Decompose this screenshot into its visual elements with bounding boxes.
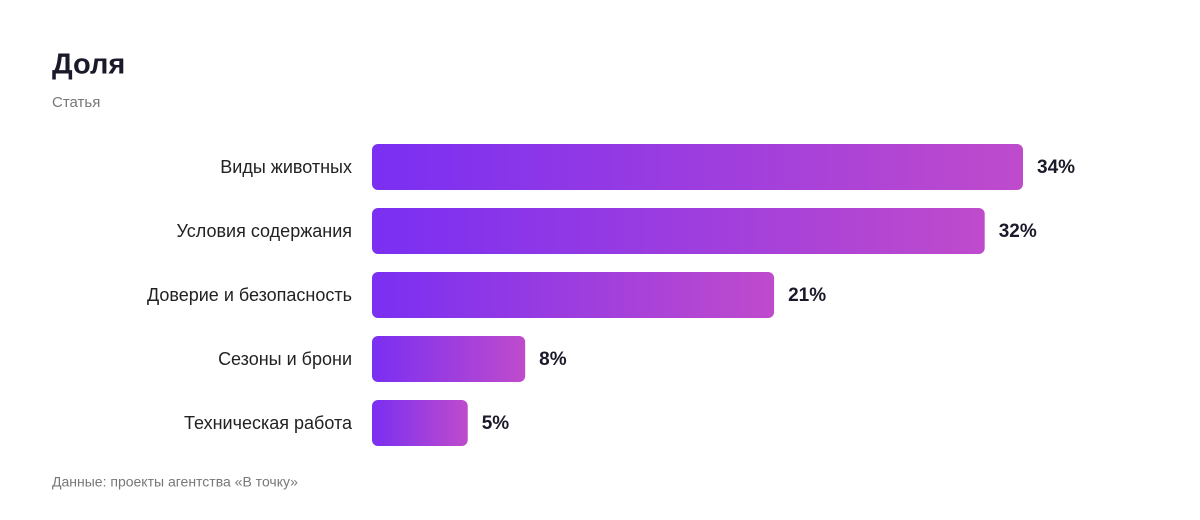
value-label: 21%: [788, 285, 826, 306]
value-label: 5%: [482, 413, 510, 434]
category-label: Условия содержания: [177, 221, 352, 241]
category-label: Виды животных: [220, 157, 352, 177]
value-label: 34%: [1037, 157, 1075, 178]
bar: [372, 400, 468, 446]
chart-title: Доля: [52, 49, 125, 81]
bar: [372, 208, 985, 254]
bar: [372, 144, 1023, 190]
value-label: 32%: [999, 221, 1037, 242]
chart-subtitle: Статья: [52, 94, 100, 111]
bar: [372, 272, 775, 318]
bar: [372, 336, 526, 382]
category-label: Доверие и безопасность: [147, 285, 352, 305]
category-label: Техническая работа: [184, 413, 353, 433]
category-label: Сезоны и брони: [218, 349, 352, 369]
value-label: 8%: [539, 349, 567, 370]
source-note: Данные: проекты агентства «В точку»: [52, 474, 298, 490]
